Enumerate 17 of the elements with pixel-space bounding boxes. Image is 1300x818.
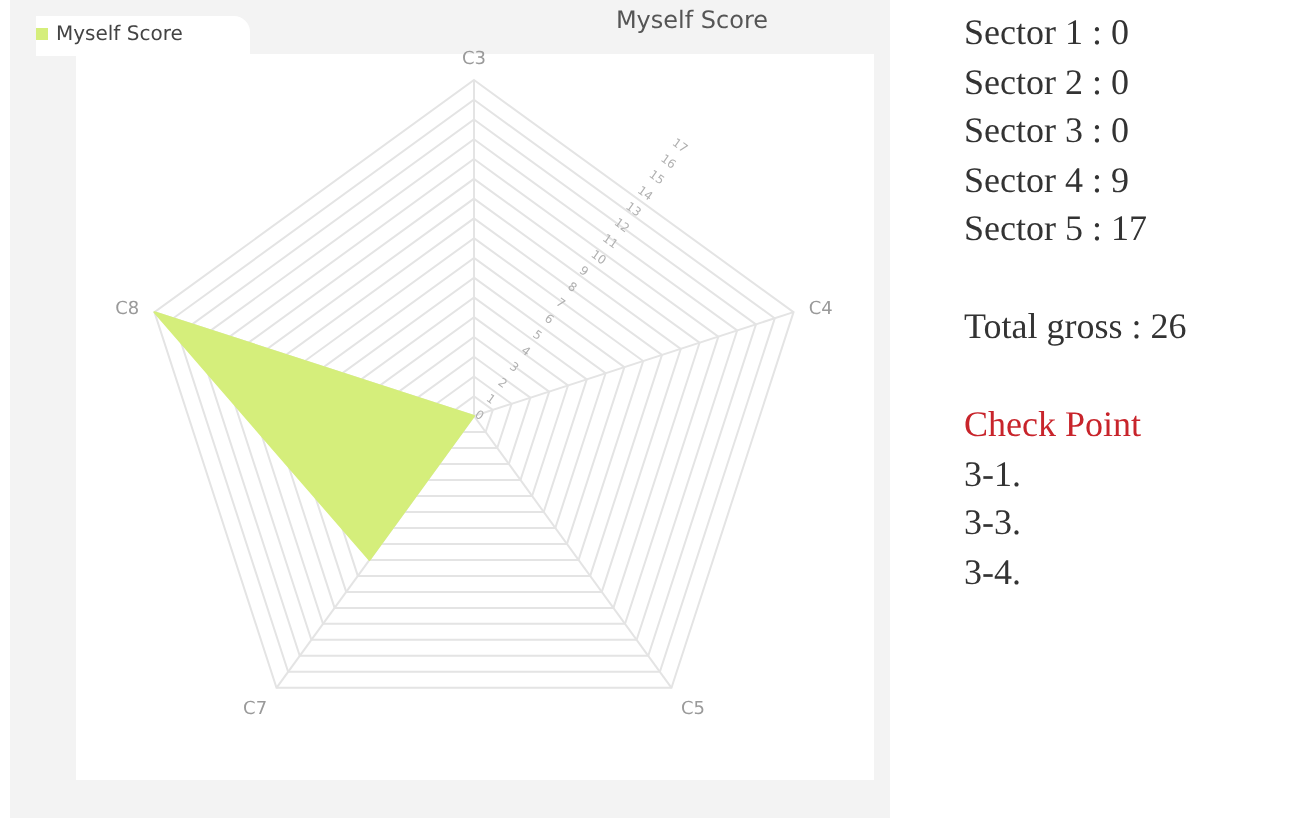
spoke-label: C5 <box>680 699 705 720</box>
legend-label: Myself Score <box>56 24 183 46</box>
text: Sector 2 : 0 <box>964 59 1129 105</box>
spoke-label: C3 <box>461 50 487 70</box>
spoke-label: C4 <box>808 299 834 320</box>
text: Sector 3 : 0 <box>964 108 1129 154</box>
spoke-label: C7 <box>243 699 268 720</box>
text: 3-4. <box>964 549 1021 595</box>
spoke-label: C8 <box>115 299 140 320</box>
text: Sector 4 : 9 <box>964 157 1129 203</box>
text: Sector 5 : 17 <box>964 206 1147 252</box>
text: Check Point <box>964 402 1141 448</box>
text: Total gross : 26 <box>964 304 1187 350</box>
chart-title: Myself Score <box>613 6 771 34</box>
text: 3-1. <box>964 451 1021 497</box>
text: Sector 1 : 0 <box>964 10 1129 56</box>
text: 3-3. <box>964 500 1021 546</box>
